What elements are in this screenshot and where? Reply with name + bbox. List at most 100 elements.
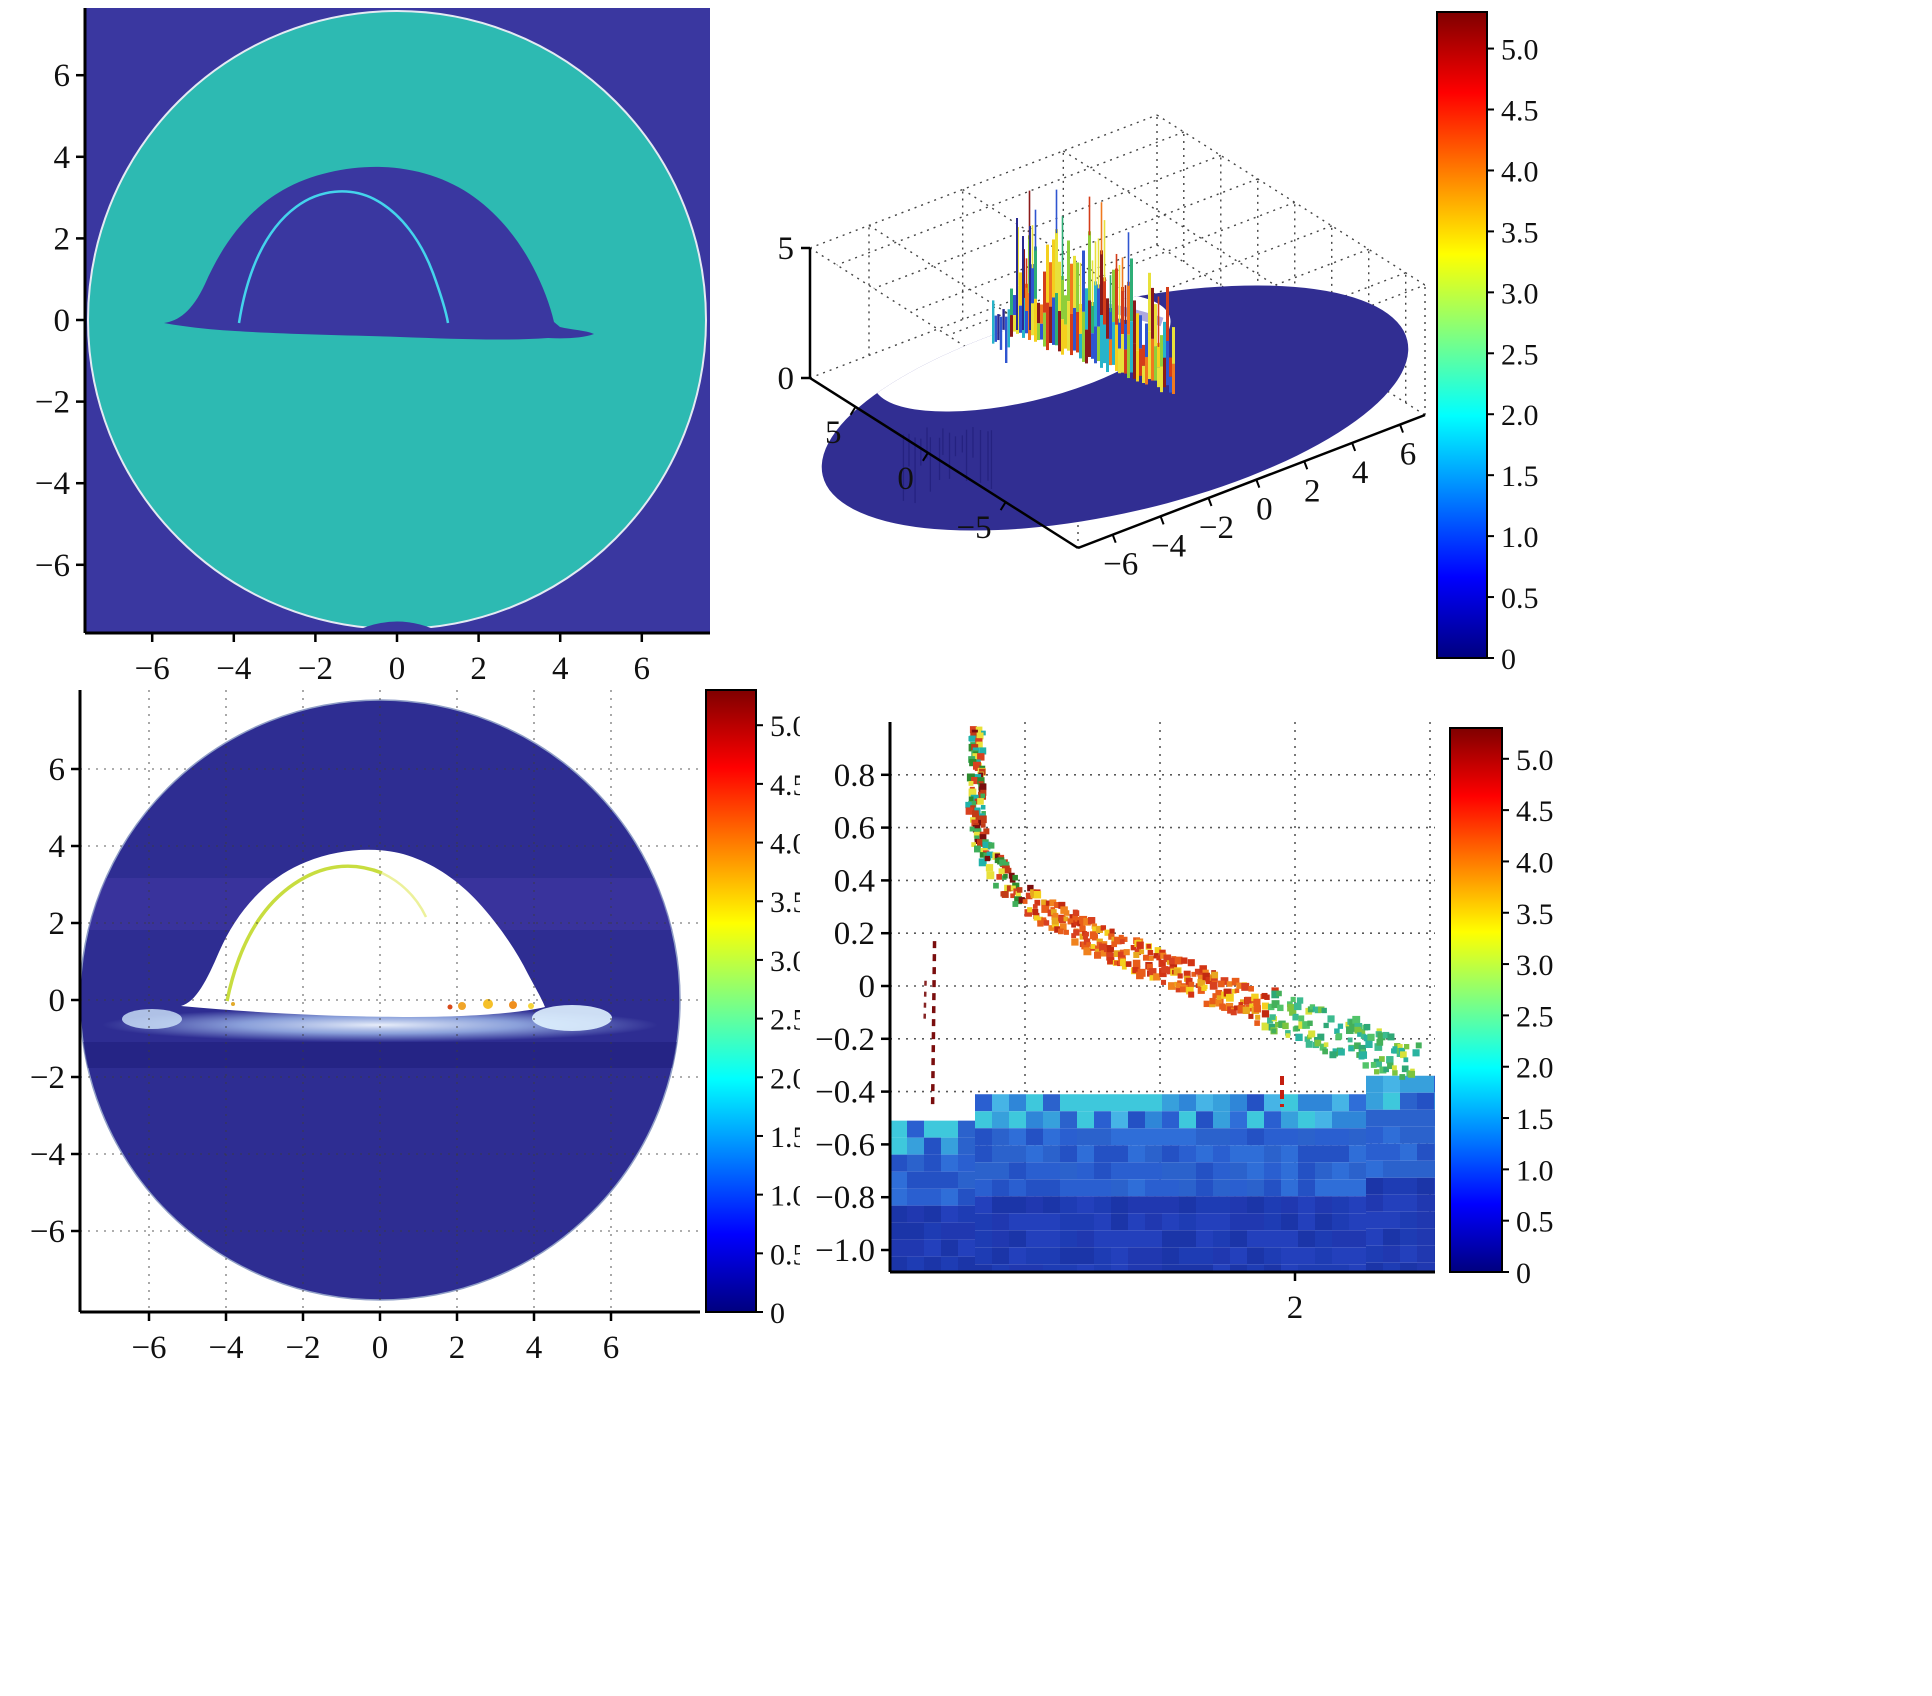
y-tick-label: −0.4: [815, 1075, 875, 1111]
streak-pixel: [1025, 892, 1033, 900]
streak-pixel: [1132, 967, 1139, 974]
cage-dotted-line: [910, 178, 1259, 313]
mosaic-block: [1230, 1094, 1247, 1112]
mosaic-block: [1179, 1162, 1196, 1180]
streak-pixel: [1374, 1069, 1380, 1075]
midplane-band: [102, 1008, 658, 1042]
streak-pixel: [1391, 1065, 1397, 1071]
streak-pixel: [996, 874, 1003, 880]
streak-pixel: [1095, 948, 1101, 955]
mosaic-block: [1400, 1160, 1417, 1178]
streak-pixel: [1347, 1037, 1353, 1043]
streak-pixel: [1308, 1030, 1316, 1038]
streak-pixel: [1226, 981, 1233, 987]
streak-pixel: [1322, 1048, 1328, 1055]
streak-pixel: [1337, 1023, 1344, 1029]
streak-pixel: [1147, 949, 1154, 956]
tick-mark: [999, 501, 1007, 511]
mosaic-block: [1060, 1196, 1077, 1214]
region-map-plot: [85, 8, 710, 633]
tick-mark: [1207, 497, 1213, 507]
mosaic-block: [1026, 1094, 1043, 1112]
streak-pixel: [1237, 1004, 1246, 1013]
streak-pixel: [980, 823, 986, 828]
mosaic-block: [1417, 1160, 1434, 1178]
streak-pixel: [1253, 1005, 1262, 1013]
mosaic-block: [1230, 1179, 1247, 1197]
mosaic-block: [1315, 1128, 1332, 1146]
mosaic-block: [1009, 1247, 1026, 1265]
streak-pixel: [1058, 916, 1066, 924]
ridge-strip: [1163, 357, 1166, 388]
mosaic-block: [1060, 1230, 1077, 1248]
streak-pixel: [1142, 954, 1149, 961]
mosaic-block: [1417, 1211, 1434, 1229]
streak-pixel: [1073, 910, 1080, 916]
streak-pixel: [1248, 985, 1254, 992]
colorbar-tick-label: 0.5: [1501, 582, 1539, 615]
colorbar-tick-label: 1.5: [770, 1121, 800, 1154]
mosaic-block: [1094, 1196, 1111, 1214]
streak-pixel: [1231, 977, 1240, 986]
streak-pixel: [969, 826, 975, 832]
ridge-strip: [1151, 287, 1154, 339]
mosaic-block: [1179, 1094, 1196, 1112]
mosaic-block: [975, 1111, 992, 1129]
streak-pixel: [1001, 865, 1010, 874]
ridge-strip: [1002, 309, 1005, 330]
hair-lines: [902, 427, 993, 504]
mosaic-block: [924, 1205, 941, 1223]
colorbar-tick-label: 0: [1501, 643, 1516, 676]
mosaic-block: [1400, 1262, 1417, 1272]
mosaic-block: [1264, 1196, 1281, 1214]
hotspot-dot: [231, 1002, 235, 1006]
mosaic-block: [1196, 1247, 1213, 1265]
streak-pixel: [1298, 1021, 1306, 1029]
mosaic-block: [975, 1264, 992, 1272]
ridge-strip: [1058, 311, 1061, 352]
streak-pixel: [978, 858, 987, 867]
mosaic-block: [1162, 1247, 1179, 1265]
mosaic-block: [1332, 1162, 1349, 1180]
mosaic-block: [1179, 1111, 1196, 1129]
mosaic-block: [1162, 1094, 1179, 1112]
streak-pixel: [1154, 947, 1162, 954]
mosaic-block: [1417, 1177, 1434, 1195]
mosaic-block: [1111, 1094, 1128, 1112]
mosaic-block: [1162, 1230, 1179, 1248]
ridge-strip: [1010, 288, 1013, 316]
colorbar-tick-label: 4.0: [1501, 155, 1539, 188]
mosaic-block: [1383, 1262, 1400, 1272]
mosaic-block: [958, 1137, 975, 1155]
streak-pixel: [994, 853, 1001, 859]
y-tick-label: −6: [30, 1214, 65, 1250]
tick-mark: [849, 406, 857, 416]
mosaic-block: [1009, 1145, 1026, 1163]
streak-pixel: [983, 828, 990, 835]
mosaic-block: [1230, 1264, 1247, 1272]
streak-pixel: [1160, 952, 1167, 959]
mosaic-block: [1179, 1213, 1196, 1231]
x-tick-label: −6: [135, 651, 170, 680]
mosaic-block: [1111, 1179, 1128, 1197]
y-tick-label: 0.4: [834, 863, 875, 899]
streak-pixel: [1264, 994, 1270, 1000]
x-tick-label: 0: [389, 651, 406, 680]
dark-underband: [80, 1042, 680, 1068]
mosaic-block: [1162, 1128, 1179, 1146]
streak-pixel: [1294, 1002, 1302, 1011]
mosaic-block: [1298, 1213, 1315, 1231]
mosaic-block: [958, 1239, 975, 1257]
mosaic-block: [1366, 1228, 1383, 1246]
mosaic-block: [1077, 1145, 1094, 1163]
mosaic-block: [1145, 1264, 1162, 1272]
ridge-strip: [1166, 286, 1169, 341]
mosaic-block: [1043, 1247, 1060, 1265]
mosaic-block: [1247, 1213, 1264, 1231]
ridge-strip: [1112, 269, 1115, 323]
streak-pixel: [1048, 925, 1055, 931]
streak-pixel: [1254, 1020, 1260, 1026]
ridge-strip: [1103, 277, 1106, 325]
streak-pixel: [1321, 1007, 1327, 1014]
